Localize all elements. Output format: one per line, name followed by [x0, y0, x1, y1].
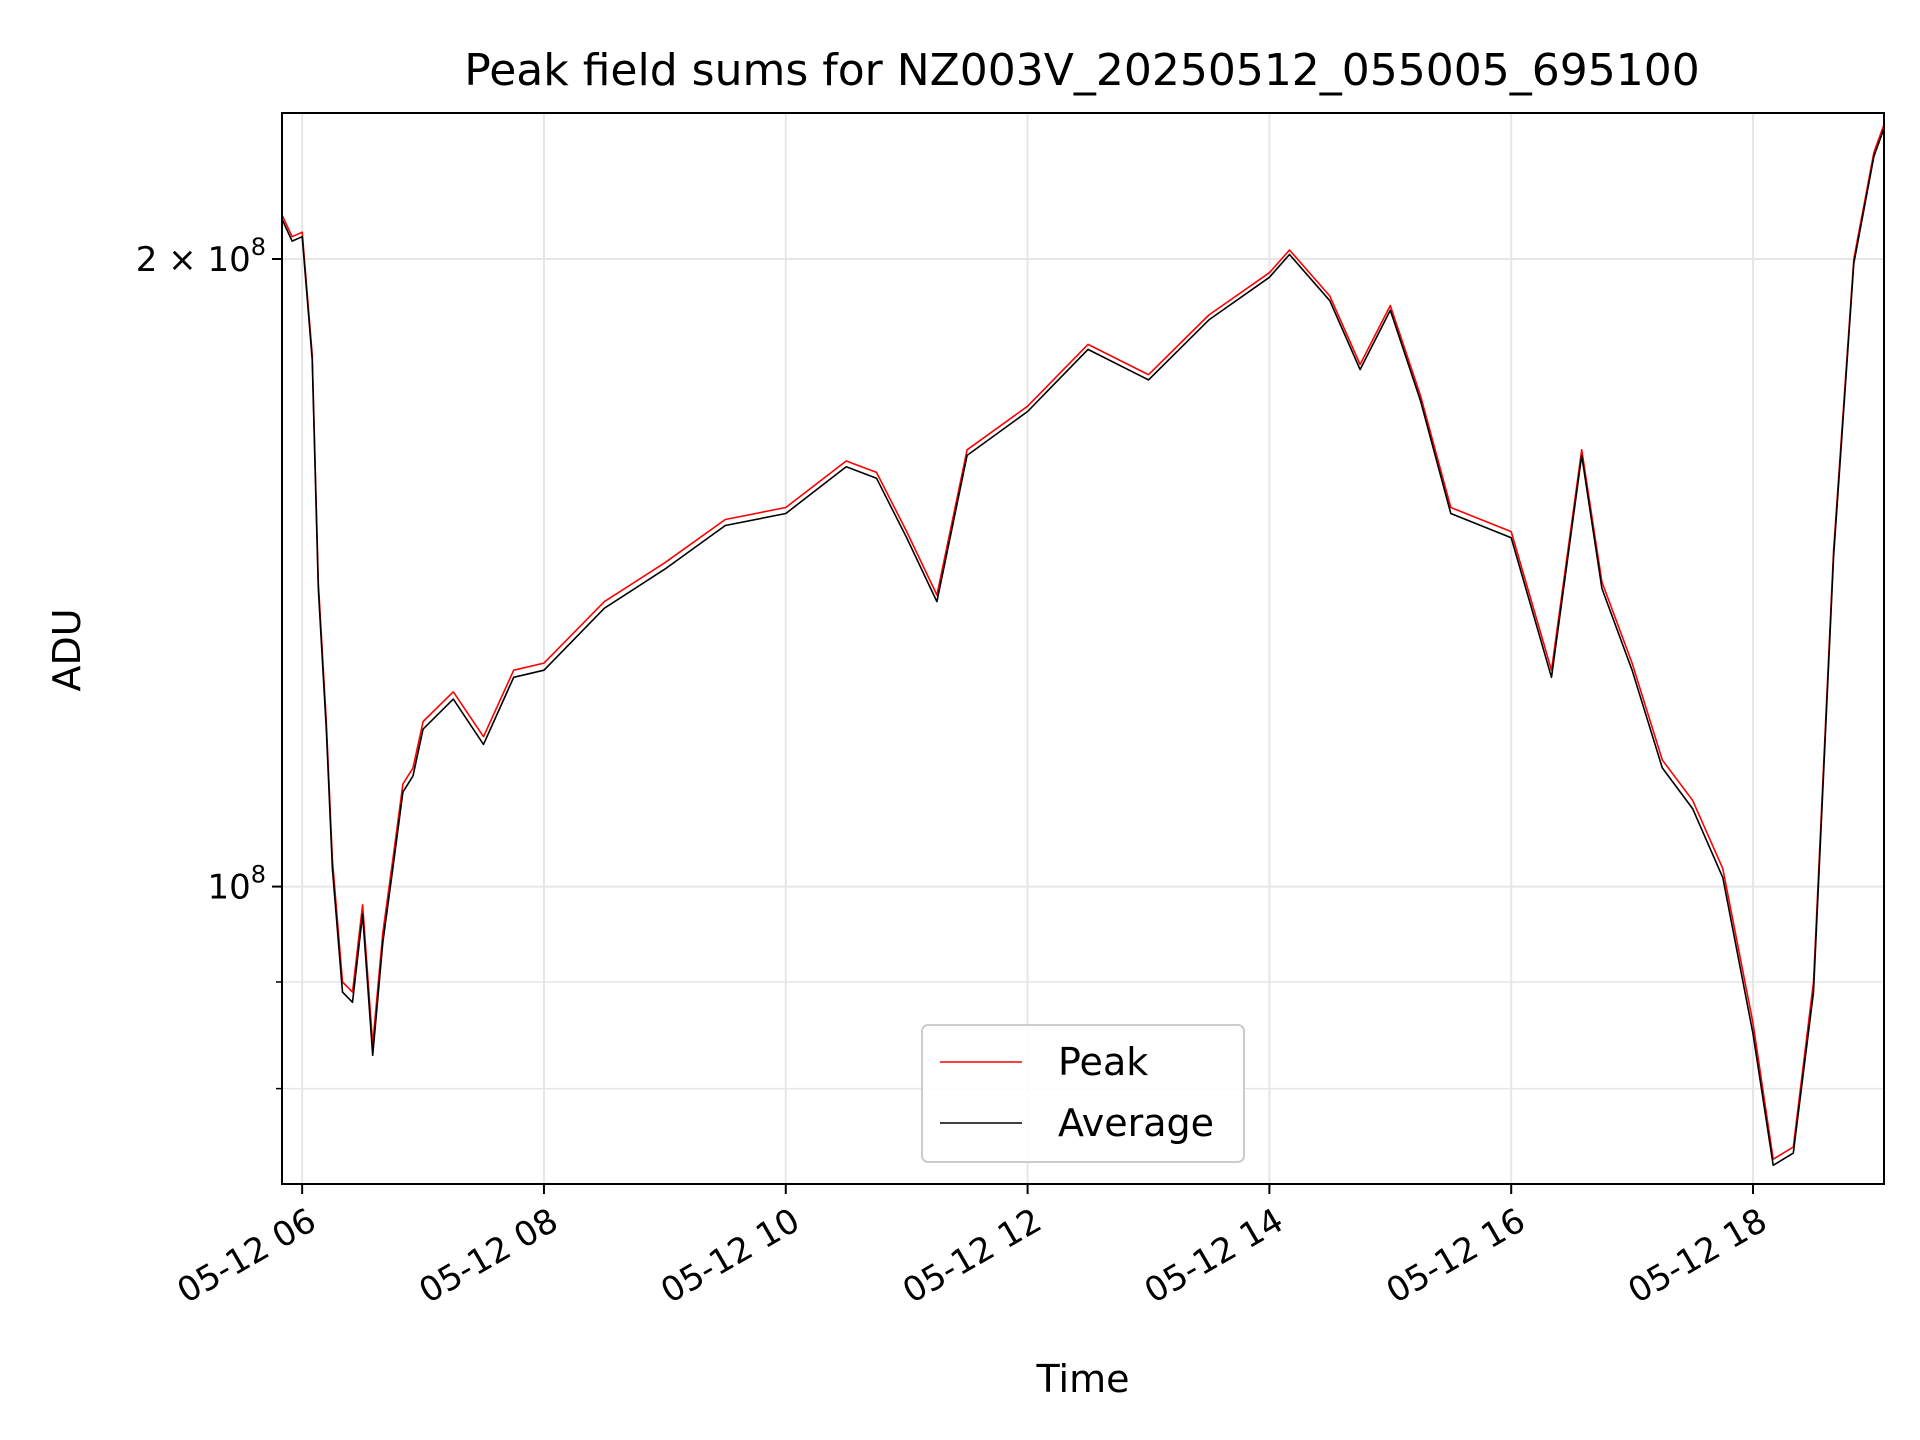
y-tick-label: 2 × 108 — [136, 233, 266, 280]
legend-box — [921, 1024, 1245, 1163]
series-line-average — [281, 128, 1885, 1167]
plot-frame — [281, 112, 1885, 1185]
legend-label-peak: Peak — [1058, 1040, 1148, 1084]
y-axis: 108 2 × 108 — [136, 233, 282, 1090]
legend: Peak Average — [921, 1024, 1245, 1163]
legend-label-average: Average — [1058, 1101, 1214, 1145]
chart-title: Peak field sums for NZ003V_20250512_0550… — [464, 45, 1699, 96]
series-layer — [281, 124, 1885, 1167]
y-axis-label: ADU — [45, 608, 89, 691]
y-tick-label: 108 — [207, 861, 266, 908]
x-axis-label: Time — [1036, 1357, 1130, 1401]
